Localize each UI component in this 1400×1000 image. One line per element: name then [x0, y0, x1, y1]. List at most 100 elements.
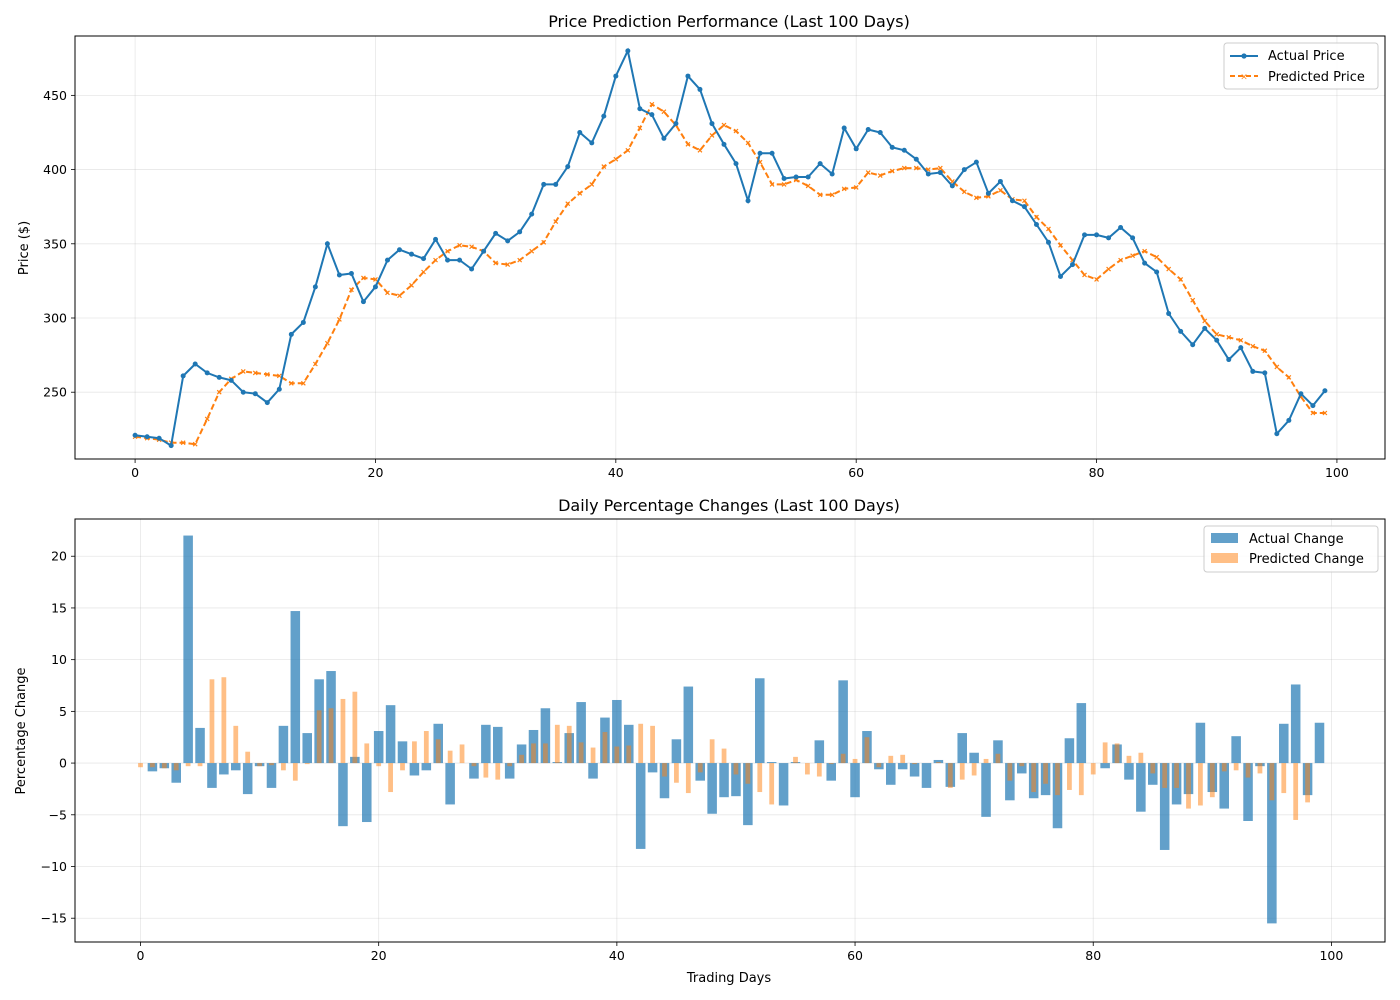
predicted-price-point: [649, 101, 655, 107]
predicted-change-bar: [269, 763, 274, 766]
predicted-price-point: [745, 140, 751, 146]
predicted-change-bar: [138, 763, 143, 768]
change-chart-ylabel: Percentage Change: [14, 667, 29, 794]
predicted-change-bar: [352, 691, 358, 764]
actual-price-point: [829, 171, 835, 177]
predicted-change-bar: [1305, 763, 1310, 803]
actual-price-point: [985, 190, 991, 196]
actual-price-point: [1166, 311, 1172, 317]
change-chart-ytick-label: −10: [41, 859, 67, 874]
predicted-change-bar: [733, 763, 739, 775]
actual-change-bar: [481, 724, 491, 764]
predicted-change-bar: [245, 751, 251, 764]
actual-change-bar: [576, 702, 586, 764]
actual-change-bar: [409, 763, 420, 776]
actual-change-bar: [993, 740, 1003, 764]
predicted-change-bar: [1233, 763, 1239, 771]
actual-price-point: [1226, 357, 1232, 363]
predicted-price-point: [913, 165, 919, 171]
actual-change-bar: [766, 762, 777, 764]
price-chart-ticks: 0 20 40 60 80 100 250 300 350 400 450: [43, 88, 1349, 480]
actual-change-bar: [1017, 763, 1027, 774]
predicted-change-bar: [233, 725, 239, 764]
predicted-price-point: [312, 361, 318, 367]
predicted-price-point: [216, 389, 222, 395]
actual-change-bar: [1231, 736, 1241, 764]
predicted-price-point: [421, 269, 426, 275]
actual-price-point: [685, 73, 691, 79]
predicted-change-bar: [364, 743, 370, 764]
actual-price-point: [168, 443, 174, 449]
change-chart-ytick-label: −5: [49, 807, 67, 822]
predicted-change-bar: [590, 747, 596, 764]
predicted-change-bar: [209, 679, 215, 764]
predicted-price-point: [553, 219, 559, 224]
actual-change-bar: [290, 611, 301, 764]
actual-change-bar: [1159, 763, 1170, 850]
actual-price-point: [745, 198, 751, 204]
legend-predicted-price: Predicted Price: [1268, 70, 1365, 85]
predicted-price-point: [1178, 276, 1184, 282]
actual-price-line: [134, 47, 1326, 448]
actual-price-point: [517, 229, 523, 235]
predicted-change-bar: [840, 753, 846, 764]
predicted-change-bar: [412, 741, 417, 764]
predicted-change-bar: [983, 758, 989, 764]
actual-change-bar: [1052, 763, 1063, 829]
actual-change-bar: [671, 739, 682, 764]
predicted-change-bar: [1055, 763, 1060, 796]
predicted-change-bar: [507, 763, 513, 767]
predicted-price-point: [1274, 364, 1280, 370]
actual-price-point: [144, 434, 150, 440]
actual-change-bar: [1290, 684, 1301, 764]
predicted-price-point: [853, 184, 859, 190]
change-chart-ytick-label: 5: [59, 704, 67, 719]
actual-change-bar: [266, 763, 277, 788]
predicted-price-point: [1142, 248, 1148, 254]
price-chart-grid: [75, 36, 1385, 459]
predicted-change-bar: [674, 763, 679, 783]
predicted-price-point: [1250, 343, 1256, 349]
actual-price-point: [565, 164, 571, 170]
change-chart-xlabel: Trading Days: [686, 971, 771, 986]
predicted-price-point: [324, 340, 330, 346]
predicted-change-bar: [1281, 763, 1287, 794]
actual-price-point: [589, 140, 595, 146]
actual-price-point: [637, 106, 643, 112]
predicted-price-point: [877, 173, 883, 178]
predicted-price-point: [264, 371, 270, 377]
actual-price-point: [661, 135, 667, 141]
predicted-change-bar: [1162, 763, 1168, 788]
legend-predicted-change: Predicted Change: [1249, 552, 1364, 567]
actual-price-point: [817, 161, 823, 167]
price-chart-frame: [74, 35, 1386, 460]
predicted-change-bar: [1186, 763, 1191, 809]
predicted-change-bar: [292, 763, 298, 781]
actual-change-bar: [921, 763, 932, 788]
actual-change-bar: [1100, 763, 1110, 769]
legend-predicted-change-swatch: [1211, 553, 1238, 563]
predicted-change-bar: [1043, 763, 1048, 784]
actual-price-point: [192, 361, 198, 367]
actual-price-point: [1286, 417, 1292, 423]
predicted-price-point: [1322, 410, 1328, 416]
price-chart-ytick-label: 350: [43, 236, 67, 251]
predicted-change-bar: [1209, 763, 1215, 798]
actual-price-point: [469, 266, 475, 272]
predicted-price-point: [637, 125, 643, 131]
predicted-price-point: [733, 128, 739, 134]
actual-change-bar: [588, 763, 598, 779]
actual-change-bar: [1124, 763, 1134, 780]
predicted-change-bar: [388, 763, 393, 793]
actual-price-point: [1009, 198, 1015, 204]
predicted-change-bar: [662, 763, 667, 777]
price-chart-xtick-label: 20: [368, 465, 384, 480]
change-chart-ytick-label: 15: [51, 600, 67, 615]
actual-change-bar: [933, 759, 944, 764]
legend-actual-change: Actual Change: [1249, 532, 1344, 547]
actual-change-bar: [1005, 763, 1015, 801]
actual-change-bar: [362, 763, 372, 823]
actual-price-point: [601, 113, 607, 119]
actual-price-point: [348, 270, 354, 276]
